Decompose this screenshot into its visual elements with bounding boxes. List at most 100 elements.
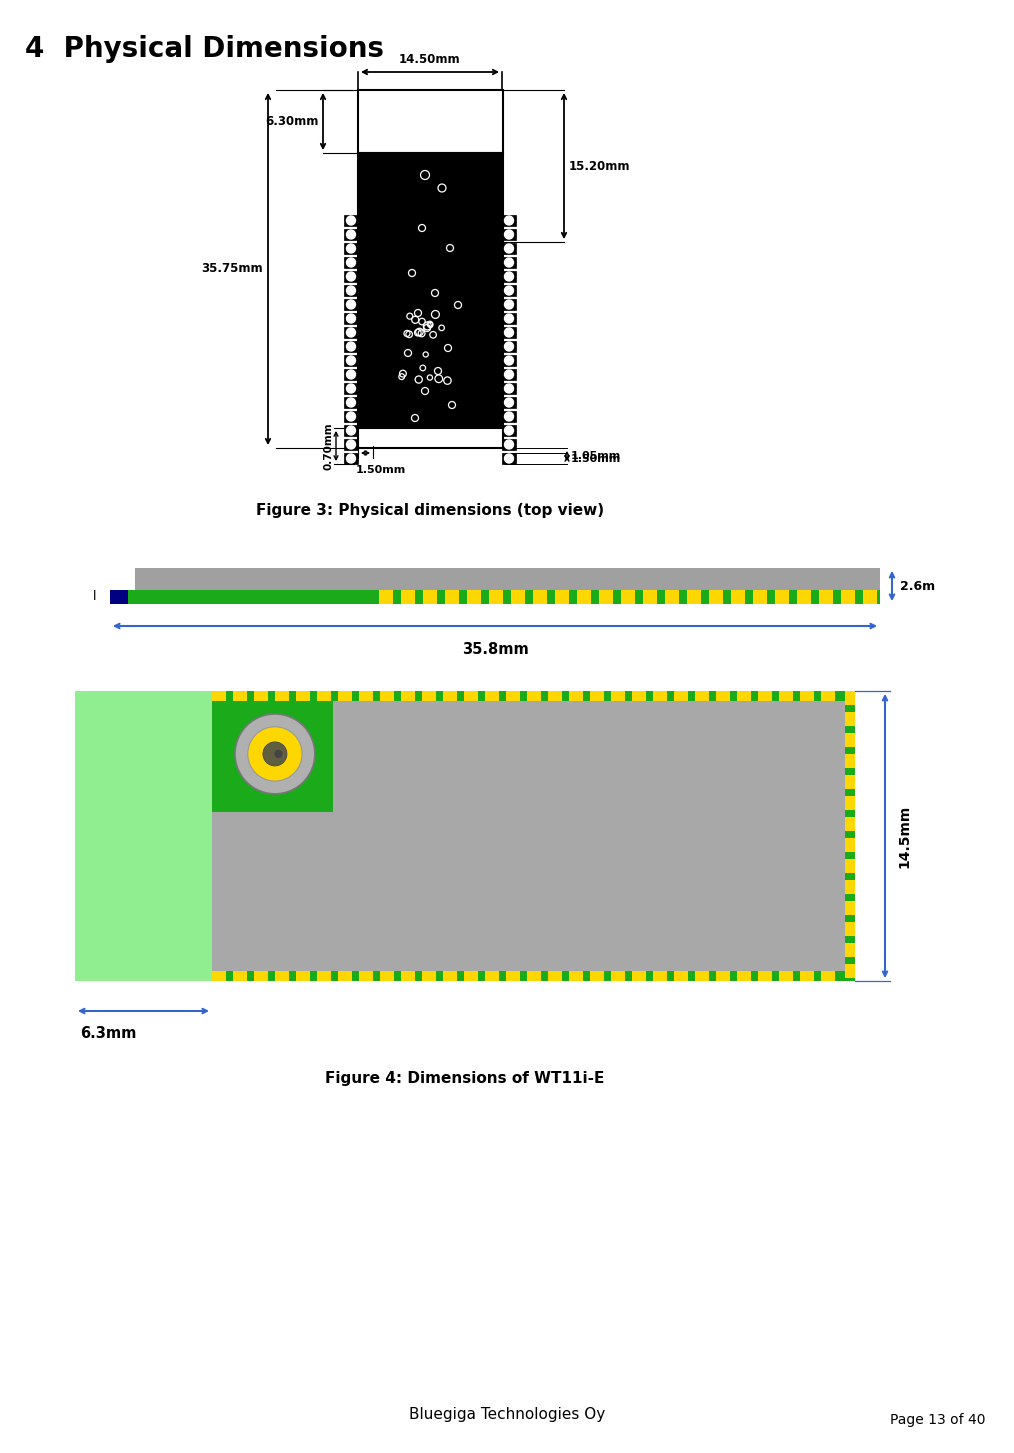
Bar (502, 299, 516, 309)
Bar (344, 312, 358, 324)
Text: Page 13 of 40: Page 13 of 40 (889, 1412, 985, 1427)
Bar (344, 327, 358, 339)
Bar (401, 692, 415, 700)
Bar (845, 838, 855, 851)
Bar (737, 692, 751, 700)
Circle shape (263, 742, 287, 766)
Bar (502, 327, 516, 339)
Bar (344, 341, 358, 352)
Bar (485, 971, 499, 981)
Bar (590, 692, 604, 700)
Bar (296, 692, 310, 700)
Bar (845, 754, 855, 769)
Circle shape (347, 244, 356, 253)
Circle shape (347, 299, 356, 309)
Bar (379, 590, 393, 604)
Bar (464, 692, 478, 700)
Bar (344, 411, 358, 421)
Circle shape (347, 286, 356, 295)
Circle shape (347, 371, 356, 379)
Bar (527, 971, 541, 981)
Circle shape (505, 426, 513, 434)
Bar (212, 692, 226, 700)
Circle shape (347, 314, 356, 323)
Bar (527, 692, 541, 700)
Bar (674, 692, 689, 700)
Bar (674, 971, 689, 981)
Text: 6.30mm: 6.30mm (266, 115, 319, 128)
Bar (502, 341, 516, 352)
Text: 35.75mm: 35.75mm (202, 263, 263, 276)
Circle shape (505, 299, 513, 309)
Bar (443, 692, 457, 700)
Circle shape (505, 328, 513, 337)
Bar (344, 299, 358, 309)
Circle shape (505, 453, 513, 464)
Bar (75, 692, 212, 981)
Bar (643, 590, 657, 604)
Bar (775, 590, 789, 604)
Bar (344, 369, 358, 381)
Circle shape (505, 230, 513, 238)
Bar (569, 692, 583, 700)
Bar (577, 590, 591, 604)
Bar (819, 590, 832, 604)
Text: 1.05mm: 1.05mm (571, 450, 622, 461)
Text: 14.50mm: 14.50mm (400, 52, 460, 65)
Circle shape (505, 272, 513, 280)
Bar (254, 692, 268, 700)
Bar (758, 971, 772, 981)
Bar (653, 692, 667, 700)
Bar (687, 590, 701, 604)
Bar (212, 692, 333, 812)
Bar (254, 971, 268, 981)
Bar (212, 700, 845, 971)
Circle shape (347, 259, 356, 267)
Bar (611, 971, 625, 981)
Bar (344, 384, 358, 394)
Bar (467, 590, 481, 604)
Circle shape (247, 726, 302, 782)
Bar (380, 971, 394, 981)
Circle shape (347, 216, 356, 225)
Bar (845, 732, 855, 747)
Circle shape (505, 398, 513, 407)
Bar (621, 590, 635, 604)
Bar (275, 692, 289, 700)
Circle shape (505, 314, 513, 323)
Circle shape (347, 384, 356, 392)
Circle shape (235, 713, 315, 793)
Text: 35.8mm: 35.8mm (461, 642, 528, 657)
Bar (665, 590, 679, 604)
Circle shape (347, 413, 356, 421)
Bar (502, 424, 516, 436)
Bar (401, 590, 415, 604)
Bar (344, 424, 358, 436)
Bar (502, 312, 516, 324)
Bar (380, 692, 394, 700)
Circle shape (505, 216, 513, 225)
Bar (797, 590, 811, 604)
Bar (344, 215, 358, 227)
Bar (845, 692, 855, 705)
Circle shape (347, 356, 356, 365)
Bar (753, 590, 767, 604)
Bar (502, 230, 516, 240)
Bar (569, 971, 583, 981)
Bar (502, 215, 516, 227)
Bar (845, 901, 855, 915)
Bar (502, 243, 516, 254)
Bar (502, 257, 516, 267)
Bar (344, 285, 358, 296)
Bar (821, 971, 835, 981)
Bar (275, 971, 289, 981)
Text: 15.20mm: 15.20mm (569, 160, 631, 173)
Text: Bluegiga Technologies Oy: Bluegiga Technologies Oy (409, 1408, 605, 1422)
Bar (863, 590, 877, 604)
Bar (599, 590, 613, 604)
Bar (779, 692, 793, 700)
Bar (506, 971, 520, 981)
Bar (845, 881, 855, 894)
Bar (800, 692, 814, 700)
Bar (709, 590, 723, 604)
